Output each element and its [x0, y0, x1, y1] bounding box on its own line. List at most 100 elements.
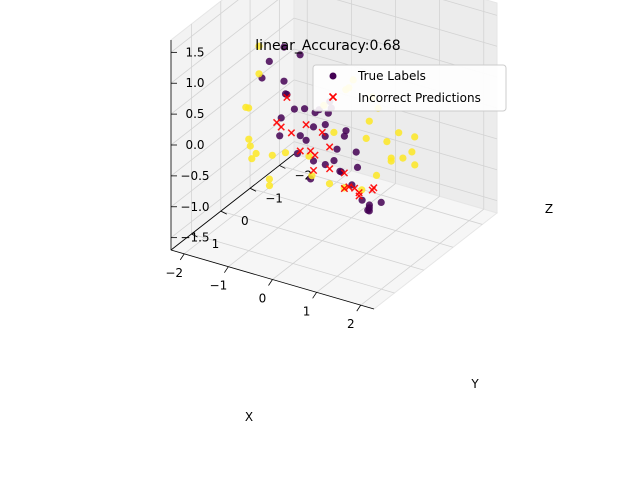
data-point-true-label — [387, 154, 395, 162]
z-tick-label: −1.0 — [180, 200, 209, 214]
data-point-true-label — [302, 136, 310, 144]
data-point-incorrect-prediction — [325, 165, 334, 173]
data-point-true-label — [255, 70, 263, 78]
z-axis-label: Z — [545, 202, 553, 216]
data-point-true-label — [265, 57, 273, 65]
z-tick-label: 1.0 — [185, 76, 204, 90]
grid-back-z — [442, 0, 498, 16]
data-point-true-label — [246, 142, 254, 150]
x-tick-mark — [224, 266, 229, 273]
grid-side-z — [170, 17, 295, 115]
z-tick-label: 0.5 — [185, 107, 204, 121]
x-tick-label: 0 — [259, 292, 267, 306]
data-point-true-label — [280, 43, 288, 51]
data-point-true-label — [364, 206, 372, 214]
grid-side-z — [170, 79, 295, 177]
data-point-true-label — [342, 127, 350, 135]
x-marker-stroke — [340, 184, 349, 193]
data-point-true-label — [353, 163, 362, 171]
x-marker-stroke — [283, 93, 291, 102]
legend-entry-incorrect-predictions: Incorrect Predictions — [358, 91, 481, 105]
data-point-incorrect-prediction — [309, 166, 318, 175]
z-tick-label: 1.5 — [185, 45, 204, 59]
x-tick-mark — [312, 292, 317, 299]
data-point-true-label — [296, 132, 304, 140]
x-marker-stroke — [355, 188, 363, 197]
x-tick-label: 2 — [347, 317, 355, 331]
data-point-true-label — [372, 171, 381, 179]
data-point-true-label — [411, 133, 419, 141]
data-point-true-label — [383, 138, 391, 146]
x-marker-stroke — [302, 120, 310, 129]
x-marker-stroke — [311, 151, 319, 159]
axis-panes — [169, 0, 499, 310]
data-point-incorrect-prediction — [287, 129, 296, 137]
data-point-incorrect-prediction — [350, 184, 359, 192]
data-point-true-label — [245, 104, 253, 112]
data-point-true-label — [252, 149, 260, 158]
data-point-true-label — [280, 77, 288, 85]
y-tick-mark — [220, 210, 227, 215]
data-point-true-label — [352, 148, 360, 156]
x-tick-mark — [179, 253, 185, 261]
z-tick-label: 0.0 — [185, 138, 204, 152]
data-point-incorrect-prediction — [283, 93, 291, 102]
data-point-true-label — [395, 129, 403, 137]
y-tick-label: −1 — [265, 191, 283, 205]
data-point-incorrect-prediction — [325, 143, 334, 151]
data-point-true-label — [377, 198, 385, 206]
data-point-true-label — [281, 90, 290, 98]
data-point-incorrect-prediction — [355, 192, 363, 200]
data-point-true-label — [333, 145, 341, 153]
data-point-incorrect-prediction — [368, 186, 376, 194]
data-point-incorrect-prediction — [306, 147, 315, 155]
x-marker-stroke — [345, 183, 353, 191]
data-point-incorrect-prediction — [296, 147, 304, 155]
data-point-true-label — [340, 132, 348, 140]
data-point-true-label — [281, 149, 290, 157]
z-tick-label: −1.5 — [180, 231, 209, 245]
data-point-true-label — [325, 180, 334, 188]
data-point-true-label — [399, 154, 407, 162]
grid-floor-y — [249, 187, 454, 248]
x-marker-stroke — [272, 118, 281, 127]
x-tick-mark — [268, 279, 273, 286]
legend-marker-true-labels — [329, 72, 337, 80]
x-marker-stroke — [325, 143, 334, 151]
data-point-incorrect-prediction — [277, 123, 285, 131]
x-axis-label: X — [245, 410, 253, 424]
data-point-true-label — [309, 157, 318, 165]
x-marker-stroke — [325, 165, 334, 173]
grid-floor-y — [220, 210, 424, 271]
data-point-true-label — [305, 152, 313, 160]
data-points — [242, 42, 419, 215]
data-point-true-label — [309, 123, 318, 131]
grid-back-z — [293, 110, 498, 171]
data-point-true-label — [290, 105, 298, 113]
legend-box — [312, 64, 507, 112]
grid-back-z — [336, 0, 498, 47]
x-marker-stroke — [306, 147, 315, 155]
x-marker-stroke — [355, 192, 363, 200]
x-marker-stroke — [287, 129, 296, 137]
y-tick-mark — [249, 187, 257, 192]
data-point-true-label — [276, 132, 284, 140]
x-tick-label: 1 — [303, 304, 311, 318]
grid-side-z — [170, 0, 279, 84]
data-point-true-label — [330, 128, 338, 136]
data-point-true-label — [330, 157, 338, 165]
x-tick-label: −2 — [165, 266, 183, 280]
data-point-true-label — [358, 196, 366, 204]
data-point-true-label — [365, 117, 373, 125]
y-tick-label: 0 — [241, 214, 249, 228]
data-point-true-label — [248, 155, 256, 163]
data-point-true-label — [265, 175, 273, 183]
grid-back-z — [293, 141, 498, 202]
chart-title: linear_Accuracy:0.68 — [255, 38, 400, 54]
y-tick-mark — [191, 233, 198, 238]
y-axis-label: Y — [470, 377, 479, 391]
grid-side-z — [170, 0, 239, 53]
data-point-true-label — [362, 134, 370, 142]
